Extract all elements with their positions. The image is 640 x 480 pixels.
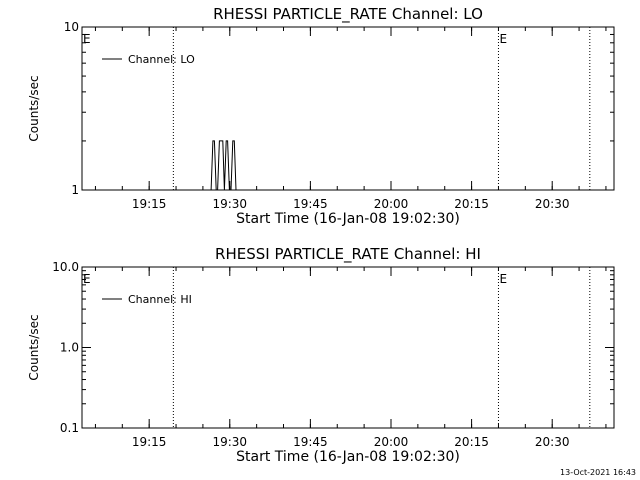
x-tick-label: 19:30 bbox=[212, 197, 247, 211]
chart-panel: RHESSI PARTICLE_RATE Channel: LO 19:15 19:… bbox=[27, 5, 615, 227]
y-tick-label: 10.0 bbox=[52, 260, 79, 274]
chart-title: RHESSI PARTICLE_RATE Channel: HI bbox=[215, 245, 481, 264]
y-tick-label: 10 bbox=[64, 20, 79, 34]
y-tick-label: 1.0 bbox=[60, 341, 79, 355]
edge-marker-label: E bbox=[83, 32, 91, 46]
x-tick-label: 19:15 bbox=[132, 435, 167, 449]
x-tick-label: 20:30 bbox=[535, 435, 570, 449]
x-tick-label: 20:15 bbox=[454, 197, 489, 211]
series-line bbox=[210, 140, 237, 191]
x-tick-label: 19:45 bbox=[293, 197, 328, 211]
legend-label: Channel: HI bbox=[128, 293, 192, 306]
chart-panel: RHESSI PARTICLE_RATE Channel: HI 19:15 19:… bbox=[27, 245, 615, 465]
x-tick-label: 20:30 bbox=[535, 197, 570, 211]
y-axis-label: Counts/sec bbox=[27, 75, 41, 141]
y-tick-label: 0.1 bbox=[60, 421, 79, 435]
x-tick-label: 20:00 bbox=[374, 435, 409, 449]
x-tick-label: 20:15 bbox=[454, 435, 489, 449]
panels: RHESSI PARTICLE_RATE Channel: LO 19:15 19:… bbox=[27, 5, 615, 465]
event-marker-label: E bbox=[499, 32, 507, 46]
x-tick-label: 20:00 bbox=[374, 197, 409, 211]
plot-frame bbox=[81, 26, 615, 191]
x-tick-label: 19:15 bbox=[132, 197, 167, 211]
chart-title: RHESSI PARTICLE_RATE Channel: LO bbox=[213, 5, 483, 24]
legend-label: Channel: LO bbox=[128, 53, 195, 66]
timestamp: 13-Oct-2021 16:43 bbox=[560, 468, 636, 477]
edge-marker-label: E bbox=[83, 272, 91, 286]
y-tick-label: 1 bbox=[71, 183, 79, 197]
x-axis-label: Start Time (16-Jan-08 19:02:30) bbox=[236, 449, 460, 465]
x-tick-label: 19:45 bbox=[293, 435, 328, 449]
x-axis-label: Start Time (16-Jan-08 19:02:30) bbox=[236, 211, 460, 227]
y-axis-label: Counts/sec bbox=[27, 314, 41, 380]
x-tick-label: 19:30 bbox=[212, 435, 247, 449]
event-marker-label: E bbox=[499, 272, 507, 286]
